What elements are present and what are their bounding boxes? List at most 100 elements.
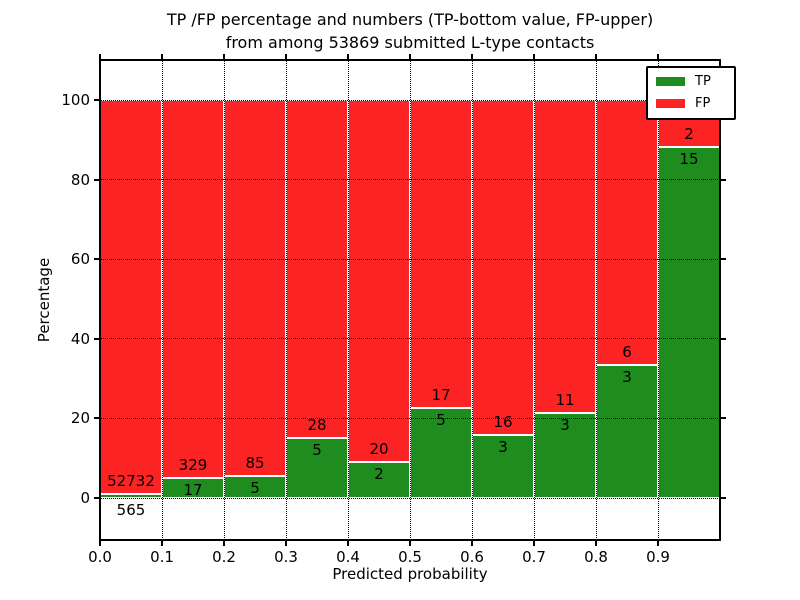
x-axis-tick-top (161, 54, 163, 59)
x-axis-tick (99, 541, 101, 546)
bar-count-label-fp: 2 (684, 124, 694, 143)
y-axis-tick-right (721, 417, 726, 420)
x-axis-tick-top (471, 54, 473, 59)
x-axis-tick-top (99, 54, 101, 59)
bar-count-label-tp: 15 (679, 149, 699, 168)
bar-count-label-fp: 16 (493, 413, 513, 432)
bar-count-label-fp: 11 (555, 390, 575, 409)
gridline-vertical (595, 60, 597, 540)
x-tick-label: 0.6 (460, 548, 484, 566)
bar-count-label-tp: 5 (436, 410, 446, 429)
bar-segment-fp (534, 100, 596, 413)
bar-segment-fp (472, 100, 534, 436)
gridline-vertical (409, 60, 411, 540)
legend-label-fp: FP (695, 96, 711, 111)
y-axis-tick (94, 337, 99, 340)
x-axis-tick-top (223, 54, 225, 59)
x-axis-label: Predicted probability (332, 565, 488, 583)
bar-segment-tp (348, 461, 410, 498)
x-axis-tick-top (533, 54, 535, 59)
x-tick-label: 0.2 (212, 548, 236, 566)
x-tick-label: 0.8 (584, 548, 608, 566)
bar-count-label-fp: 17 (431, 385, 451, 404)
gridline-vertical (471, 60, 473, 540)
bar-count-label-tp: 3 (560, 415, 570, 434)
y-tick-label: 20 (70, 409, 90, 428)
x-axis-tick (223, 541, 225, 546)
bar-segment-fp (348, 100, 410, 462)
legend-label-tp: TP (695, 74, 711, 89)
x-axis-tick (533, 541, 535, 546)
y-axis-tick (94, 178, 99, 181)
bar-count-label-fp: 28 (307, 415, 327, 434)
gridline-vertical (657, 60, 659, 540)
gridline-horizontal (100, 497, 720, 499)
x-axis-tick (657, 541, 659, 546)
bar-count-label-tp: 17 (183, 481, 203, 500)
bar-segment-tp (472, 435, 534, 498)
plot-area: TP FP 52732 565 329 17 85 5 28 5 20 2 17 5 16 3 11 3 6 3 2… (61, 54, 736, 566)
x-tick-label: 0.0 (88, 548, 112, 566)
gridline-vertical (347, 60, 349, 540)
x-axis-tick (595, 541, 597, 546)
chart-title-line2: from among 53869 submitted L-type contac… (225, 33, 595, 52)
bar-count-label-fp: 6 (622, 343, 632, 362)
legend-item-fp: FP (656, 97, 726, 110)
x-tick-label: 0.7 (522, 548, 546, 566)
x-axis-tick (161, 541, 163, 546)
x-tick-label: 0.5 (398, 548, 422, 566)
x-axis-tick-top (285, 54, 287, 59)
x-axis-tick (471, 541, 473, 546)
gridline-vertical (223, 60, 225, 540)
bar-count-label-tp: 3 (622, 368, 632, 387)
bar-count-label-fp: 52732 (107, 471, 155, 490)
bar-segment-tp (596, 365, 658, 498)
bar-count-label-fp: 20 (369, 439, 389, 458)
y-tick-label: 80 (70, 170, 90, 189)
x-axis-tick-top (595, 54, 597, 59)
bar-segment-fp (286, 100, 348, 438)
bar-segment-tp (534, 412, 596, 498)
gridline-horizontal (100, 338, 720, 340)
x-axis-tick (347, 541, 349, 546)
chart-title-line1: TP /FP percentage and numbers (TP-bottom… (166, 10, 654, 29)
x-axis-tick (409, 541, 411, 546)
bar-segment-tp (658, 146, 720, 498)
y-axis-tick (94, 258, 99, 261)
y-axis-tick-right (721, 178, 726, 181)
bar-segment-fp (224, 100, 286, 476)
gridline-vertical (533, 60, 535, 540)
y-axis-tick-right (721, 337, 726, 340)
y-tick-label: 100 (61, 91, 90, 109)
y-axis-tick-right (721, 497, 726, 499)
y-axis-tick (94, 99, 99, 101)
gridline-horizontal (100, 417, 720, 419)
x-axis-tick-top (347, 54, 349, 59)
bar-count-label-tp: 565 (116, 501, 146, 519)
legend-item-tp: TP (656, 75, 726, 88)
x-axis-tick-top (409, 54, 411, 59)
bar-count-label-tp: 3 (498, 438, 508, 457)
y-tick-label: 40 (70, 329, 90, 348)
bar-segment-tp (286, 437, 348, 498)
chart-title: TP /FP percentage and numbers (TP-bottom… (100, 8, 720, 54)
x-axis-tick-top (657, 54, 659, 59)
x-axis-tick (285, 541, 287, 546)
gridline-horizontal (100, 258, 720, 260)
y-tick-label: 0 (80, 489, 90, 507)
tp-color-swatch (656, 77, 685, 86)
bar-count-label-fp: 329 (178, 456, 208, 475)
x-tick-label: 0.9 (646, 548, 670, 566)
fp-color-swatch (656, 99, 685, 108)
bar-count-label-tp: 5 (312, 440, 322, 459)
y-axis-tick-right (721, 258, 726, 261)
y-axis-tick (94, 497, 99, 499)
y-axis-tick (94, 417, 99, 420)
bar-count-label-tp: 2 (374, 464, 384, 483)
x-tick-label: 0.3 (274, 548, 298, 566)
gridline-vertical (161, 60, 163, 540)
gridline-horizontal (100, 179, 720, 181)
bar-segment-fp (410, 100, 472, 408)
legend: TP FP (646, 66, 736, 120)
